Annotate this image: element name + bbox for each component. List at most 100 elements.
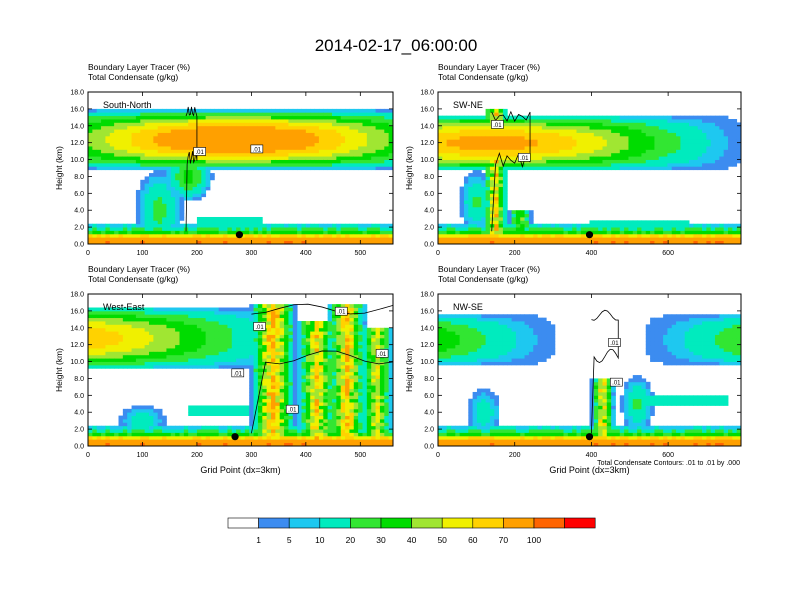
field-cell <box>157 166 163 171</box>
field-cell <box>144 341 150 346</box>
field-cell <box>632 125 638 130</box>
field-cell <box>301 233 307 238</box>
field-cell <box>257 381 263 386</box>
field-cell <box>533 230 538 235</box>
field-cell <box>481 196 487 201</box>
field-cell <box>528 233 534 238</box>
field-cell <box>375 112 381 117</box>
field-cell <box>192 159 198 164</box>
field-cell <box>323 149 329 154</box>
field-cell <box>240 358 246 362</box>
field-cell <box>92 152 98 157</box>
field-cell <box>144 176 150 181</box>
field-cell <box>96 122 102 127</box>
field-cell <box>144 139 150 144</box>
field-cell <box>511 233 517 238</box>
field-cell <box>358 237 363 242</box>
field-cell <box>676 159 681 164</box>
field-cell <box>515 135 521 140</box>
field-cell <box>223 139 228 144</box>
field-cell <box>101 125 106 130</box>
field-cell <box>567 233 573 238</box>
field-cell <box>196 361 202 366</box>
field-cell <box>450 237 456 242</box>
field-cell <box>166 341 172 346</box>
field-cell <box>494 142 499 147</box>
field-cell <box>611 156 616 160</box>
field-cell <box>275 125 281 130</box>
field-cell <box>284 159 289 164</box>
field-cell <box>314 237 320 242</box>
field-cell <box>227 354 233 359</box>
field-cell <box>340 139 346 144</box>
field-cell <box>507 237 512 242</box>
field-cell <box>275 119 281 123</box>
field-cell <box>507 216 512 221</box>
field-cell <box>140 310 146 315</box>
field-cell <box>572 152 577 157</box>
field-cell <box>619 135 625 140</box>
field-cell <box>589 132 595 137</box>
field-cell <box>353 227 359 231</box>
field-cell <box>231 122 237 127</box>
field-cell <box>676 223 681 228</box>
field-cell <box>153 358 159 362</box>
field-cell <box>109 327 115 332</box>
field-cell <box>301 142 307 147</box>
field-cell <box>196 341 202 346</box>
field-cell <box>131 129 137 133</box>
field-cell <box>109 152 115 157</box>
field-cell <box>149 233 154 238</box>
field-cell <box>528 125 534 130</box>
field-cell <box>175 307 180 312</box>
field-cell <box>550 162 556 167</box>
field-cell <box>498 213 504 218</box>
field-cell <box>257 395 263 400</box>
field-cell <box>196 354 202 359</box>
field-cell <box>455 166 461 171</box>
field-cell <box>459 200 465 204</box>
field-cell <box>271 149 276 154</box>
field-cell <box>179 227 185 231</box>
field-cell <box>732 227 738 231</box>
field-cell <box>650 220 655 225</box>
field-cell <box>314 156 320 160</box>
field-cell <box>262 388 268 393</box>
field-cell <box>240 435 246 440</box>
field-cell <box>223 321 228 325</box>
field-cell <box>175 358 180 362</box>
y-tick-label: 8.0 <box>74 174 84 181</box>
field-cell <box>214 364 220 369</box>
field-cell <box>450 146 456 150</box>
field-cell <box>262 240 268 245</box>
field-cell <box>183 159 189 164</box>
field-cell <box>122 337 128 342</box>
field-cell <box>697 135 703 140</box>
field-cell <box>292 159 298 164</box>
field-cell <box>231 146 237 150</box>
field-cell <box>702 159 707 164</box>
field-cell <box>442 156 448 160</box>
field-cell <box>166 361 172 366</box>
field-cell <box>201 429 207 433</box>
field-cell <box>205 334 211 339</box>
field-cell <box>459 189 465 194</box>
field-cell <box>262 112 268 117</box>
field-cell <box>157 176 163 181</box>
field-cell <box>676 135 681 140</box>
field-cell <box>140 122 146 127</box>
field-cell <box>227 317 233 322</box>
field-cell <box>353 129 359 133</box>
field-cell <box>314 139 320 144</box>
field-cell <box>702 146 707 150</box>
field-cell <box>227 152 233 157</box>
field-cell <box>485 179 491 184</box>
field-cell <box>438 125 443 130</box>
field-cell <box>205 361 211 366</box>
field-cell <box>481 159 487 164</box>
field-cell <box>140 213 146 218</box>
field-cell <box>244 227 250 231</box>
field-cell <box>602 233 608 238</box>
field-cell <box>231 108 237 113</box>
field-cell <box>210 310 215 315</box>
